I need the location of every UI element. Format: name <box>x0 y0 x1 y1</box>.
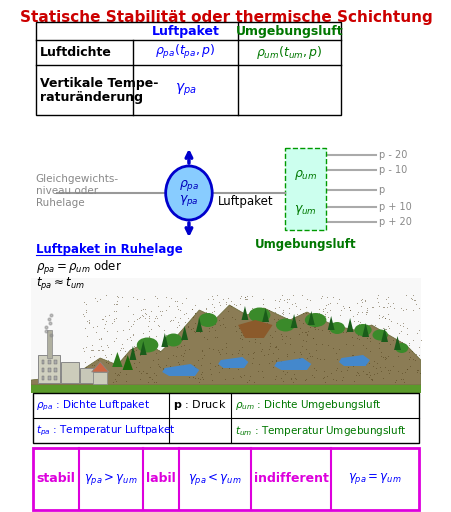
Bar <box>46 330 52 358</box>
Text: $t_{um}$ : Temperatur Umgebungsluft: $t_{um}$ : Temperatur Umgebungsluft <box>235 423 406 437</box>
Polygon shape <box>346 318 353 332</box>
Text: p - 10: p - 10 <box>377 165 406 175</box>
Bar <box>31 278 420 392</box>
Text: $\rho_{um}(t_{um}, p)$: $\rho_{um}(t_{um}, p)$ <box>256 44 322 61</box>
Text: $\mathbf{p}$ : Druck: $\mathbf{p}$ : Druck <box>173 398 226 413</box>
Bar <box>36 22 341 115</box>
Text: p: p <box>377 185 384 195</box>
Bar <box>38 355 60 383</box>
Bar <box>33 393 418 443</box>
Text: raturänderung: raturänderung <box>40 91 143 103</box>
Text: $\rho_{pa}$: $\rho_{pa}$ <box>179 179 198 194</box>
Ellipse shape <box>354 324 371 336</box>
Text: p + 20: p + 20 <box>377 217 410 227</box>
Ellipse shape <box>329 322 344 334</box>
Bar <box>41 376 44 380</box>
Polygon shape <box>195 318 202 332</box>
Polygon shape <box>274 358 311 370</box>
Ellipse shape <box>395 343 407 353</box>
Text: Luftpaket in Ruhelage: Luftpaket in Ruhelage <box>36 243 182 256</box>
Bar <box>80 368 93 383</box>
Ellipse shape <box>165 333 182 347</box>
Text: indifferent: indifferent <box>253 473 328 485</box>
Ellipse shape <box>304 313 326 327</box>
Polygon shape <box>218 357 248 368</box>
Bar <box>285 148 325 230</box>
Polygon shape <box>262 308 268 322</box>
Text: $\rho_{um}$: $\rho_{um}$ <box>293 168 317 182</box>
Text: $\gamma_{pa} > \gamma_{um}$: $\gamma_{pa} > \gamma_{um}$ <box>84 471 138 487</box>
Text: Gleichgewichts-: Gleichgewichts- <box>36 174 119 184</box>
Text: $t_{pa}$ : Temperatur Luftpaket: $t_{pa}$ : Temperatur Luftpaket <box>37 423 175 438</box>
Ellipse shape <box>198 313 217 327</box>
Text: stabil: stabil <box>36 473 75 485</box>
Text: labil: labil <box>146 473 176 485</box>
Text: $\gamma_{um}$: $\gamma_{um}$ <box>294 203 317 217</box>
Polygon shape <box>238 320 272 338</box>
Ellipse shape <box>372 330 387 340</box>
Polygon shape <box>161 333 168 347</box>
Bar <box>41 368 44 372</box>
Text: Statische Stabilität oder thermische Schichtung: Statische Stabilität oder thermische Sch… <box>19 10 432 25</box>
Polygon shape <box>380 328 387 342</box>
Text: Luftdichte: Luftdichte <box>40 46 111 59</box>
Polygon shape <box>31 305 420 385</box>
Polygon shape <box>92 362 109 372</box>
Circle shape <box>166 166 212 220</box>
Text: Luftpaket: Luftpaket <box>217 195 272 207</box>
Bar <box>31 385 420 393</box>
Text: niveau oder: niveau oder <box>36 186 97 196</box>
Bar <box>41 360 44 364</box>
Ellipse shape <box>249 308 270 323</box>
Text: $\gamma_{pa} = \gamma_{um}$: $\gamma_{pa} = \gamma_{um}$ <box>348 472 401 486</box>
Polygon shape <box>307 311 314 325</box>
Text: $\rho_{um}$ : Dichte Umgebungsluft: $\rho_{um}$ : Dichte Umgebungsluft <box>235 398 381 413</box>
Polygon shape <box>241 306 248 320</box>
Text: Umgebungsluft: Umgebungsluft <box>254 238 356 251</box>
Text: Umgebungsluft: Umgebungsluft <box>235 25 343 37</box>
Ellipse shape <box>137 337 158 352</box>
Text: p + 10: p + 10 <box>377 202 410 212</box>
Text: $t_{pa} \approx t_{um}$: $t_{pa} \approx t_{um}$ <box>36 275 84 292</box>
Polygon shape <box>162 364 199 376</box>
Text: $\rho_{pa} = \rho_{um}$ oder: $\rho_{pa} = \rho_{um}$ oder <box>36 259 121 277</box>
Bar <box>93 372 107 384</box>
Bar <box>55 368 57 372</box>
Bar <box>48 368 51 372</box>
Text: p - 20: p - 20 <box>377 150 406 160</box>
Polygon shape <box>338 355 369 366</box>
Bar <box>33 448 418 510</box>
Text: $\gamma_{pa}$: $\gamma_{pa}$ <box>174 82 196 98</box>
Polygon shape <box>393 336 400 350</box>
Polygon shape <box>122 355 133 370</box>
Bar <box>48 360 51 364</box>
Text: $\rho_{pa}$ : Dichte Luftpaket: $\rho_{pa}$ : Dichte Luftpaket <box>37 398 150 413</box>
Polygon shape <box>361 323 368 337</box>
Text: Vertikale Tempe-: Vertikale Tempe- <box>40 76 158 90</box>
Bar <box>61 362 78 383</box>
Bar <box>48 376 51 380</box>
Polygon shape <box>112 352 122 367</box>
Ellipse shape <box>276 318 295 331</box>
Polygon shape <box>290 314 297 328</box>
Polygon shape <box>327 316 334 330</box>
Text: $\gamma_{pa} < \gamma_{um}$: $\gamma_{pa} < \gamma_{um}$ <box>188 471 241 487</box>
Polygon shape <box>139 341 147 355</box>
Text: $\rho_{pa}(t_{pa}, p)$: $\rho_{pa}(t_{pa}, p)$ <box>155 44 215 61</box>
Bar <box>55 360 57 364</box>
Text: Ruhelage: Ruhelage <box>36 198 84 208</box>
Bar <box>55 376 57 380</box>
Polygon shape <box>181 326 188 340</box>
Text: Luftpaket: Luftpaket <box>151 25 219 37</box>
Text: $\gamma_{pa}$: $\gamma_{pa}$ <box>179 194 198 208</box>
Polygon shape <box>129 346 136 360</box>
